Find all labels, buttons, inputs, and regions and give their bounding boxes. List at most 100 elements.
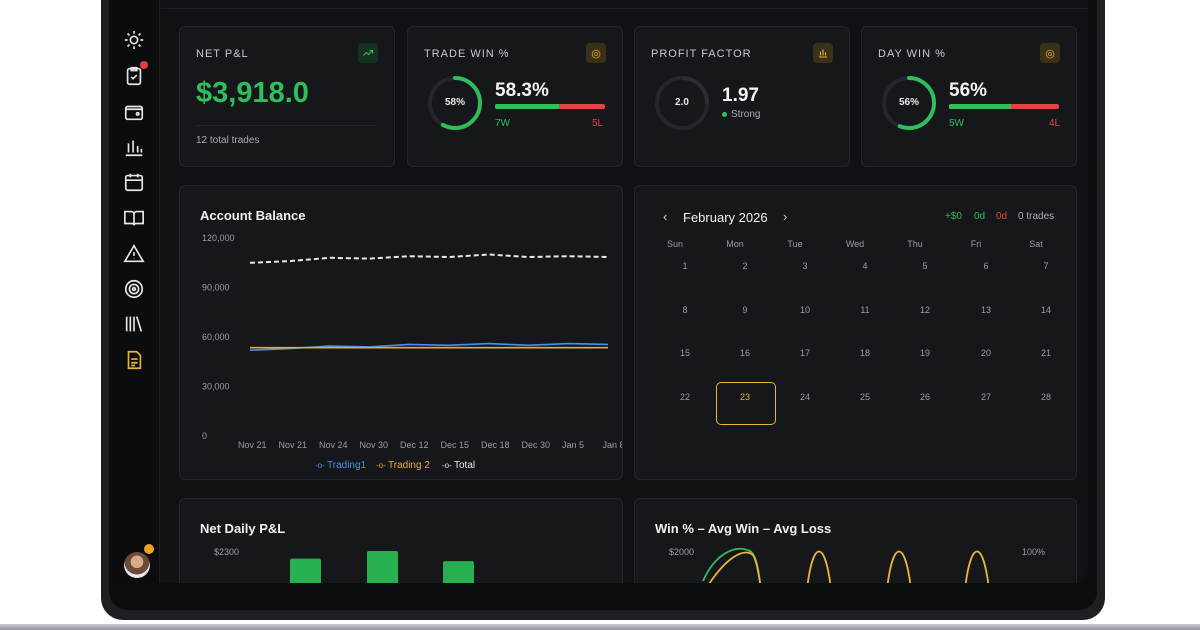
sidebar-item-accounts[interactable] [122, 100, 146, 124]
day-win-bar-fill [949, 104, 1011, 109]
avg-win-line-2 [806, 550, 832, 583]
calendar-day[interactable]: 6 [983, 261, 989, 271]
net-daily-pnl-chart[interactable] [180, 499, 622, 583]
weekday-header: Fri [970, 239, 982, 249]
pnl-bar[interactable] [290, 558, 321, 583]
calendar-day[interactable]: 9 [742, 304, 748, 315]
net-daily-pnl-title: Net Daily P&L [200, 521, 286, 536]
prev-month-button[interactable]: ‹ [663, 209, 668, 224]
legend-item[interactable]: -o- Total [442, 460, 475, 471]
x-tick-label: Dec 15 [441, 440, 470, 450]
calendar-day[interactable]: 13 [980, 304, 991, 315]
sidebar-item-notes[interactable] [122, 348, 146, 372]
divider [196, 125, 376, 126]
month-red-days: 0d [996, 211, 1008, 222]
today-highlight [716, 381, 776, 425]
trade-losses: 5L [592, 118, 604, 129]
calendar-day[interactable]: 14 [1040, 304, 1051, 315]
x-tick-label: Nov 21 [279, 440, 308, 450]
laptop-base [0, 624, 1200, 630]
trend-up-icon [358, 43, 378, 63]
calendar-day[interactable]: 21 [1040, 348, 1051, 358]
trade-win-bar-fill [495, 104, 560, 109]
calendar-day[interactable]: 17 [799, 348, 810, 358]
sidebar-item-alerts[interactable] [122, 242, 146, 266]
x-tick-label: Nov 30 [360, 440, 389, 450]
sidebar-item-journal[interactable] [122, 206, 146, 230]
win-avg-chart[interactable] [635, 499, 1076, 583]
avg-win-line-4 [964, 550, 990, 583]
top-bar [161, 0, 1088, 9]
calendar-icon [124, 173, 144, 192]
calendar-day[interactable]: 3 [802, 261, 808, 271]
next-month-button[interactable]: › [783, 209, 788, 224]
sidebar [109, 0, 160, 583]
trade-win-value: 58.3% [495, 80, 549, 101]
calendar-day[interactable]: 22 [679, 391, 690, 402]
x-tick-label: Jan 8 [603, 440, 623, 450]
calendar-day[interactable]: 16 [739, 348, 750, 358]
calendar-day[interactable]: 24 [799, 391, 810, 402]
day-win-ring-text: 56% [898, 97, 919, 108]
calendar-day[interactable]: 18 [859, 348, 870, 358]
status-dot [722, 112, 727, 117]
calendar-day[interactable]: 2 [742, 261, 748, 271]
day-win-value: 56% [949, 80, 988, 101]
y-tick-label: 90,000 [202, 283, 230, 293]
legend-label: Trading 2 [388, 460, 430, 471]
net-pnl-card: NET P&L $3,918.0 12 total trades [179, 26, 395, 167]
avatar[interactable] [124, 552, 150, 578]
calendar-day[interactable]: 28 [1040, 391, 1051, 402]
calendar-day[interactable]: 27 [980, 391, 991, 402]
book-icon [124, 210, 144, 226]
profit-factor-card: PROFIT FACTOR 2.0 1.97 Strong [634, 26, 850, 167]
legend-marker: -o- [442, 461, 454, 470]
calendar-day[interactable]: 26 [919, 391, 930, 402]
x-tick-label: Nov 24 [319, 440, 348, 450]
sidebar-item-goals[interactable] [122, 277, 146, 301]
sidebar-item-analytics[interactable] [122, 135, 146, 159]
sidebar-item-library[interactable] [122, 312, 146, 336]
calendar-day[interactable]: 5 [922, 261, 928, 271]
calendar-day[interactable]: 11 [860, 304, 870, 315]
weekday-header: Mon [726, 239, 744, 249]
calendar-day[interactable]: 1 [682, 261, 688, 271]
calendar-day[interactable]: 10 [799, 304, 810, 315]
calendar-day[interactable]: 12 [919, 304, 930, 315]
sidebar-item-dashboard[interactable] [122, 28, 146, 52]
target-icon: ◎ [586, 43, 606, 63]
x-tick-label: Dec 30 [522, 440, 551, 450]
day-win-card: DAY WIN % ◎ 56% 56% 5W 4L [861, 26, 1077, 167]
month-green-days: 0d [974, 211, 986, 222]
weekday-header: Thu [907, 239, 923, 249]
calendar-day[interactable]: 19 [919, 348, 930, 358]
pnl-bar[interactable] [443, 561, 474, 583]
calendar-day[interactable]: 23 [739, 391, 750, 402]
account-balance-chart[interactable]: 120,000 90,000 60,000 30,000 0 Nov 21 Nov 21 No… [180, 186, 622, 479]
legend-item[interactable]: -o- Trading1 [315, 460, 366, 471]
target-icon: ◎ [1040, 43, 1060, 63]
sidebar-item-tasks[interactable] [122, 61, 148, 88]
calendar-day[interactable]: 15 [679, 348, 690, 358]
legend-item[interactable]: -o- Trading 2 [376, 460, 430, 471]
calendar-day[interactable]: 7 [1043, 261, 1049, 271]
clipboard-check-icon [126, 66, 142, 86]
pnl-bar[interactable] [367, 551, 398, 583]
account-balance-title: Account Balance [200, 208, 306, 223]
account-balance-panel: Account Balance 120,000 90,000 60,000 30,00… [179, 185, 623, 480]
avatar-badge [144, 544, 154, 554]
calendar-day[interactable]: 8 [682, 304, 688, 315]
trade-win-ring [428, 76, 482, 130]
day-losses: 4L [1049, 118, 1061, 129]
weekday-header: Wed [845, 239, 865, 249]
profit-factor-ring [655, 76, 709, 130]
calendar-day[interactable]: 4 [862, 261, 868, 271]
trade-win-ring-text: 58% [444, 97, 465, 108]
calendar-day[interactable]: 25 [859, 391, 870, 402]
trade-win-card: TRADE WIN % ◎ 58% 58.3% 7W 5L [407, 26, 623, 167]
library-icon [125, 316, 143, 332]
calendar-day[interactable]: 20 [980, 348, 991, 358]
daily-pnl-ytick: $2300 [214, 547, 240, 557]
sidebar-item-calendar[interactable] [122, 170, 146, 194]
calendar-panel: ‹ February 2026 › +$0 0d 0d 0 trades Sun… [634, 185, 1077, 480]
